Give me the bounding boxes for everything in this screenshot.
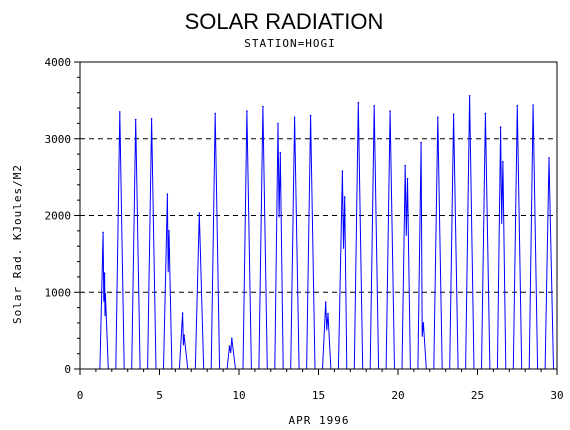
chart-title: SOLAR RADIATION bbox=[185, 9, 384, 34]
chart-subtitle: STATION=HOGI bbox=[244, 37, 335, 50]
peak-point bbox=[357, 101, 360, 104]
peak-point bbox=[422, 322, 425, 324]
peak-point bbox=[484, 112, 487, 115]
x-tick-label: 30 bbox=[550, 389, 563, 402]
grid-lines bbox=[80, 61, 557, 293]
peak-point bbox=[103, 272, 106, 274]
peak-point bbox=[104, 293, 107, 295]
peak-point bbox=[327, 312, 329, 315]
series-group bbox=[99, 95, 555, 370]
peak-point bbox=[502, 161, 504, 163]
peak-point bbox=[102, 231, 104, 234]
y-tick-label: 1000 bbox=[45, 286, 72, 299]
peak-point bbox=[150, 118, 153, 120]
peak-point bbox=[499, 126, 502, 128]
peak-point bbox=[404, 164, 407, 167]
x-axis-label: APR 1996 bbox=[289, 414, 350, 427]
peak-point bbox=[183, 334, 185, 337]
peak-point bbox=[389, 110, 391, 112]
peak-point bbox=[262, 105, 264, 108]
series-line bbox=[99, 95, 555, 370]
x-tick-label: 10 bbox=[232, 389, 245, 402]
peak-point bbox=[373, 104, 376, 107]
x-tick-label: 5 bbox=[156, 389, 163, 402]
peak-point bbox=[277, 122, 279, 125]
peak-point bbox=[168, 230, 170, 232]
peak-point bbox=[166, 193, 169, 195]
peak-point bbox=[452, 113, 455, 115]
peak-point bbox=[468, 95, 471, 97]
peak-point bbox=[246, 110, 248, 112]
peak-point bbox=[231, 337, 233, 340]
y-tick-label: 0 bbox=[64, 363, 71, 376]
peak-point bbox=[309, 114, 312, 117]
peak-point bbox=[198, 212, 201, 214]
peak-point bbox=[293, 116, 296, 119]
peak-point bbox=[406, 177, 409, 180]
peak-point bbox=[279, 151, 282, 154]
peak-point bbox=[516, 104, 519, 107]
peak-point bbox=[134, 118, 137, 121]
y-tick-label: 2000 bbox=[45, 210, 72, 223]
y-axis-label: Solar Rad. KJoules/M2 bbox=[11, 164, 24, 324]
x-tick-label: 20 bbox=[391, 389, 404, 402]
peak-point bbox=[532, 104, 534, 106]
peak-point bbox=[343, 196, 346, 198]
peak-point bbox=[228, 345, 231, 347]
peak-point bbox=[119, 111, 121, 113]
peak-point bbox=[437, 116, 439, 119]
x-axis: 0 5 10 15 20 25 30 bbox=[77, 369, 564, 402]
peak-point bbox=[420, 141, 422, 144]
y-tick-label: 4000 bbox=[45, 56, 72, 69]
peak-point bbox=[341, 170, 344, 172]
peak-point bbox=[324, 301, 327, 304]
peak-point bbox=[214, 112, 216, 115]
y-tick-label: 3000 bbox=[45, 133, 72, 146]
x-tick-label: 0 bbox=[77, 389, 84, 402]
peak-point bbox=[548, 157, 550, 159]
x-tick-label: 25 bbox=[471, 389, 484, 402]
y-axis: 0 1000 2000 3000 4000 bbox=[45, 56, 80, 376]
peak-point bbox=[181, 312, 184, 314]
x-tick-label: 15 bbox=[312, 389, 325, 402]
